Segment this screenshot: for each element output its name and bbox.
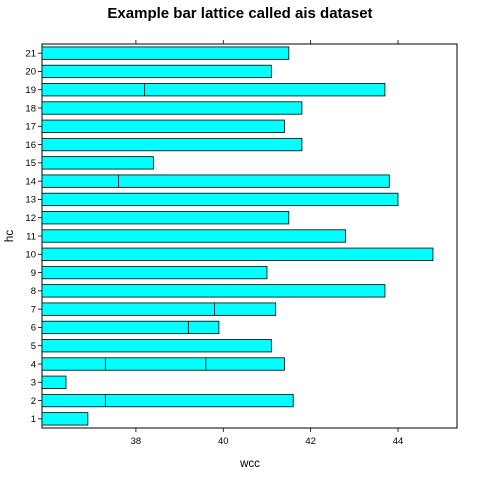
bar-group (41, 46, 434, 426)
bar-12 (41, 211, 290, 225)
y-tick-label-16: 16 (25, 140, 36, 151)
y-tick-label-7: 7 (31, 304, 36, 315)
y-tick-label-11: 11 (26, 231, 36, 242)
bar-19 (41, 83, 386, 97)
bar-5 (41, 339, 272, 353)
y-tick-label-13: 13 (25, 195, 36, 206)
bar-4 (41, 357, 285, 371)
y-tick-label-19: 19 (25, 85, 36, 96)
bar-9 (41, 265, 268, 280)
y-tick-label-20: 20 (25, 67, 36, 78)
bar-14 (41, 174, 390, 188)
x-axis: 38 40 42 44 (131, 40, 404, 447)
y-tick-label-18: 18 (25, 103, 36, 114)
y-tick-label-5: 5 (31, 341, 36, 352)
bar-16 (41, 137, 303, 152)
y-tick-label-6: 6 (31, 323, 36, 334)
bar-1 (41, 412, 89, 426)
y-tick-label-15: 15 (25, 158, 36, 169)
bar-6 (41, 320, 220, 335)
x-tick-label-40: 40 (218, 436, 229, 447)
y-tick-label-4: 4 (31, 359, 36, 370)
x-tick-label-42: 42 (305, 436, 316, 447)
y-tick-label-14: 14 (25, 176, 36, 187)
y-tick-label-12: 12 (25, 213, 36, 224)
y-tick-label-9: 9 (31, 268, 36, 279)
bar-10 (41, 247, 434, 261)
bar-2 (41, 393, 294, 408)
y-tick-label-17: 17 (25, 122, 36, 133)
y-tick-label-3: 3 (31, 378, 36, 389)
x-tick-label-38: 38 (131, 436, 142, 447)
x-tick-label-44: 44 (393, 436, 404, 447)
bar-17 (41, 119, 285, 133)
bar-3 (41, 375, 67, 389)
bar-20 (41, 64, 272, 79)
bar-8 (41, 284, 386, 298)
bar-7 (41, 302, 277, 316)
bar-11 (41, 229, 347, 243)
x-axis-label: wcc (239, 458, 260, 470)
y-tick-label-21: 21 (25, 48, 36, 59)
y-tick-label-10: 10 (25, 250, 36, 261)
y-tick-label-8: 8 (31, 286, 36, 297)
y-axis-label: hc (4, 230, 16, 242)
bar-15 (41, 156, 154, 170)
y-tick-label-2: 2 (31, 396, 36, 407)
bar-18 (41, 101, 303, 115)
y-tick-label-1: 1 (31, 414, 36, 425)
chart-title: Example bar lattice called ais dataset (107, 5, 372, 22)
bar-21 (41, 46, 290, 60)
bar-13 (41, 192, 399, 207)
bar-divider-group (104, 83, 215, 407)
